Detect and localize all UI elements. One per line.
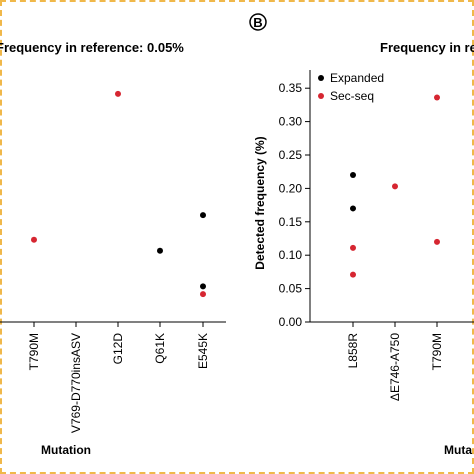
point-expanded-l858r-1 — [350, 205, 356, 212]
y-tick-label-2: 0.10 — [279, 248, 303, 262]
point-expanded-q61k-0 — [157, 247, 163, 254]
point-sec-seq-t790m-3 — [434, 94, 440, 101]
panel-b-title: Frequency in re — [380, 40, 474, 55]
x-tick-label-q61k: Q61K — [153, 333, 167, 364]
x-tick-label-e746-a750: ΔE746-A750 — [388, 333, 402, 401]
panel-a-x-ticks — [33, 322, 204, 327]
x-tick-label-e545k: E545K — [196, 333, 210, 369]
legend-marker-secseq — [318, 93, 324, 99]
legend: Expanded Sec-seq — [318, 71, 384, 103]
y-tick-label-5: 0.25 — [279, 148, 303, 162]
point-sec-seq-e746-a750-2 — [392, 183, 398, 190]
panel-b: Frequency in re 0.00 0.05 0.10 0.15 0.20 0.25… — [253, 40, 474, 457]
panel-b-y-tick-labels: 0.00 0.05 0.10 0.15 0.20 0.25 0.30 0.35 — [279, 81, 303, 329]
y-tick-label-3: 0.15 — [279, 215, 303, 229]
panel-a: Frequency in reference: 0.05% T790M V769-… — [0, 40, 226, 457]
point-expanded-e545k-2 — [200, 283, 206, 290]
point-sec-seq-l858r-1 — [350, 271, 356, 278]
legend-marker-expanded — [318, 75, 324, 81]
panel-b-y-ticks — [305, 87, 310, 323]
point-sec-seq-e545k-2 — [200, 291, 206, 298]
y-tick-label-6: 0.30 — [279, 115, 303, 129]
point-expanded-l858r-0 — [350, 172, 356, 179]
panel-b-x-ticks — [352, 322, 438, 327]
y-tick-label-1: 0.05 — [279, 282, 303, 296]
panel-a-x-tick-labels: T790M V769-D770insASV G12D Q61K E545K — [27, 333, 210, 433]
panel-b-letter: B — [249, 13, 267, 31]
panel-b-letter-text: B — [253, 15, 262, 30]
panel-a-x-label: Mutation — [41, 443, 91, 457]
point-sec-seq-l858r-0 — [350, 244, 356, 251]
x-tick-label-t790m: T790M — [430, 333, 444, 370]
panel-b-x-tick-labels: L858R ΔE746-A750 T790M — [346, 333, 444, 401]
x-tick-label-t790m: T790M — [27, 333, 41, 370]
panel-b-points — [350, 94, 440, 278]
point-sec-seq-g12d-1 — [115, 90, 121, 97]
y-tick-label-7: 0.35 — [279, 81, 303, 95]
panel-a-points — [31, 90, 206, 298]
point-expanded-e545k-1 — [200, 212, 206, 219]
legend-label-expanded: Expanded — [330, 71, 384, 85]
y-tick-label-4: 0.20 — [279, 181, 303, 195]
panel-b-letter-circle — [249, 13, 267, 31]
x-tick-label-g12d: G12D — [111, 333, 125, 365]
x-tick-label-l858r: L858R — [346, 333, 360, 369]
x-tick-label-v769-d770insasv: V769-D770insASV — [69, 333, 83, 433]
panel-b-x-label: Muta — [444, 443, 472, 457]
y-tick-label-0: 0.00 — [279, 315, 303, 329]
legend-label-secseq: Sec-seq — [330, 89, 374, 103]
panel-a-title: Frequency in reference: 0.05% — [0, 40, 184, 55]
point-sec-seq-t790m-4 — [434, 238, 440, 245]
point-sec-seq-t790m-0 — [31, 236, 37, 243]
panel-b-y-label: Detected frequency (%) — [253, 136, 267, 269]
